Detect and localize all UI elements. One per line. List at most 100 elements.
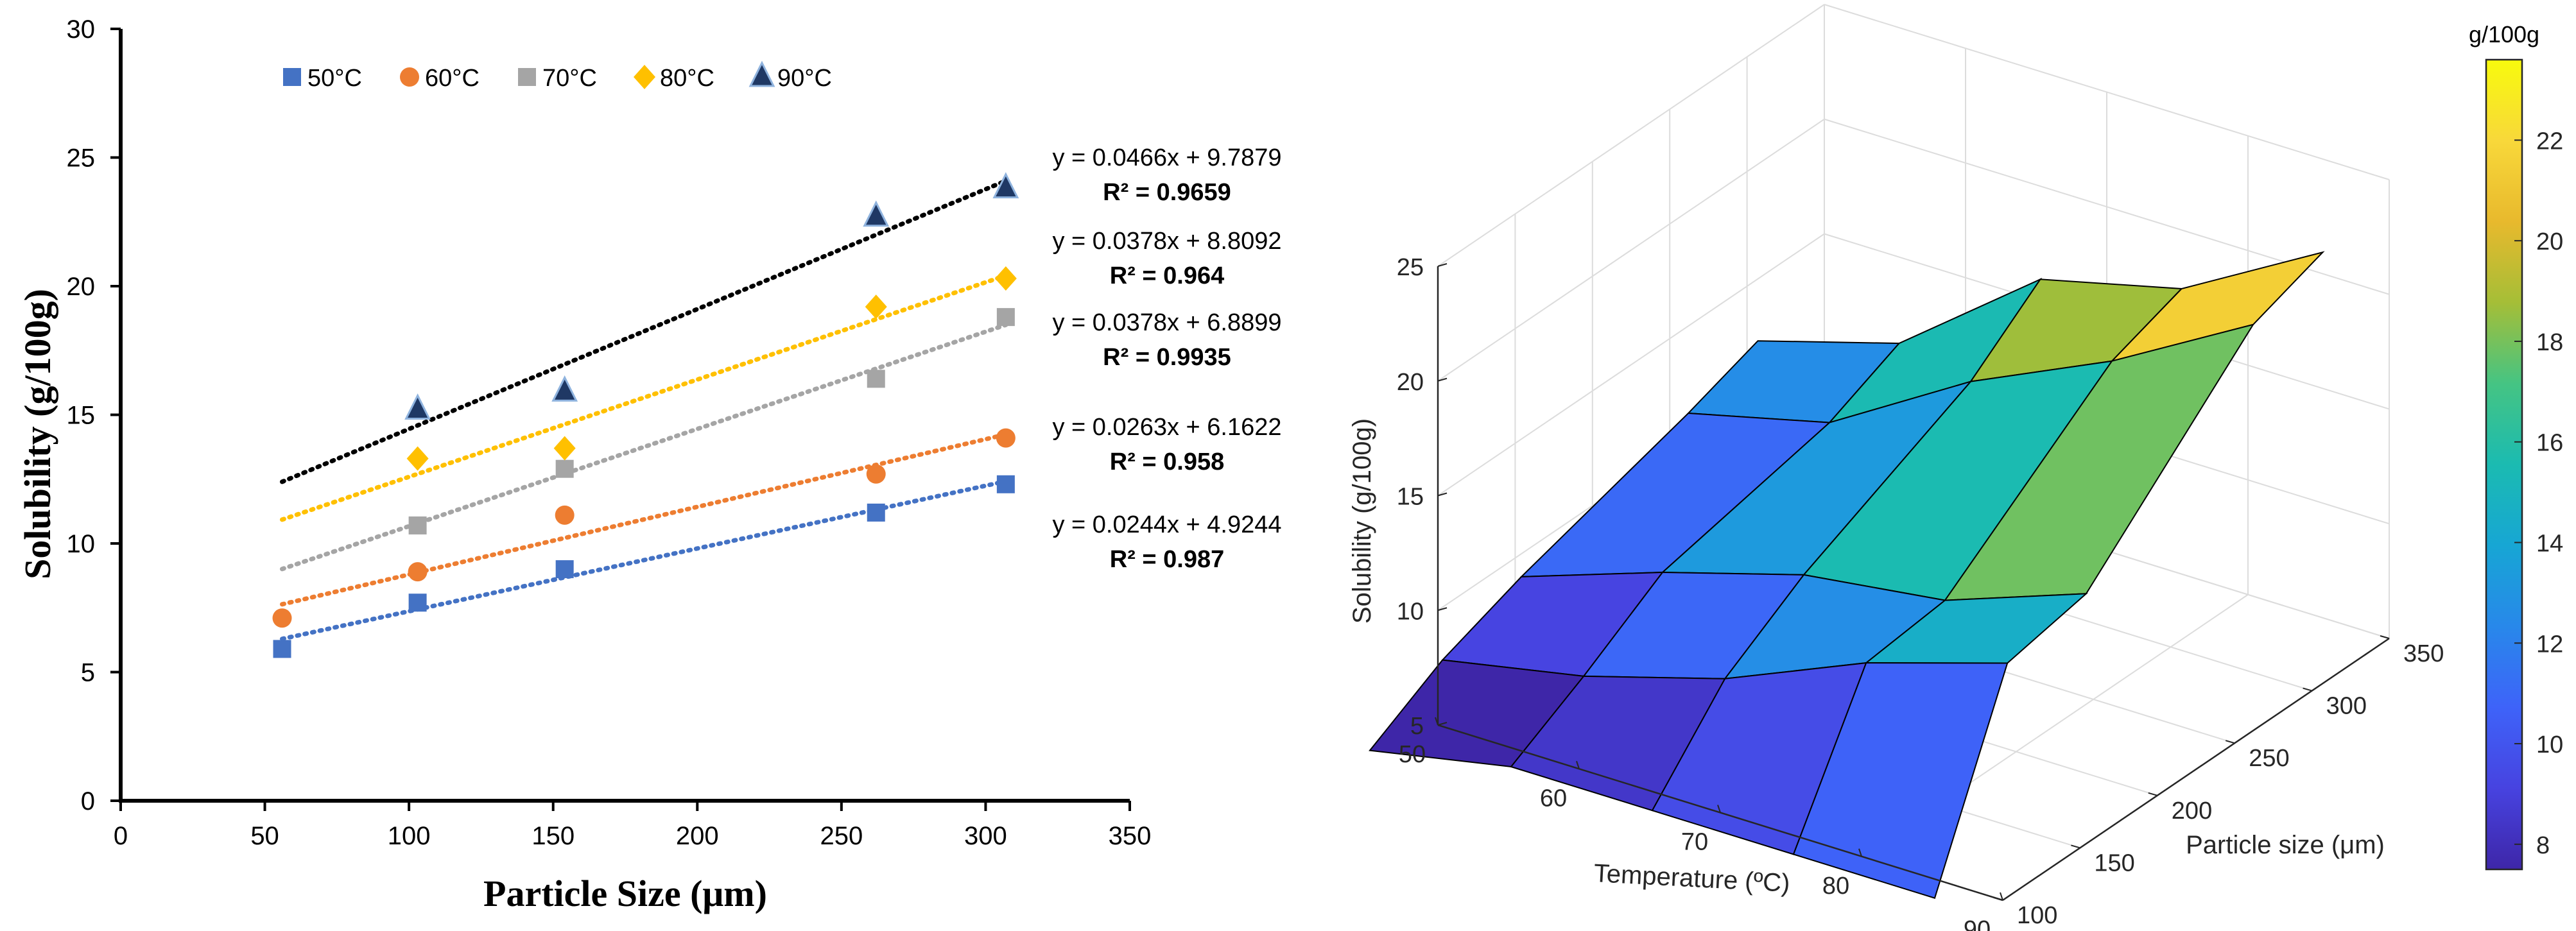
data-point (408, 516, 427, 534)
series-80C: y = 0.0378x + 8.8092 R² = 0.964 (280, 228, 1282, 522)
colorbar-tick-label: 20 (2536, 228, 2563, 255)
legend-label: 80°C (660, 65, 714, 92)
x-axis-title: Particle Size (μm) (483, 873, 767, 914)
data-point (992, 172, 1019, 199)
trendline (280, 178, 1008, 484)
x-tick-label: 250 (820, 822, 863, 850)
colorbar-tick-label: 10 (2536, 731, 2563, 758)
solubility-tick-mark (1437, 607, 1448, 611)
temperature-axis-title: Temperature (ºC) (1593, 859, 1791, 898)
y-tick-label: 0 (81, 787, 95, 816)
legend: 50°C 60°C 70°C 80°C 90°C (283, 60, 832, 92)
colorbar-tick-label: 16 (2536, 430, 2563, 457)
wall-gridline (1437, 233, 1825, 497)
trendline-equation: y = 0.0466x + 9.7879 (1052, 144, 1281, 171)
y-tick-label: 25 (67, 144, 96, 173)
particle-size-tick-mark (1993, 897, 2003, 901)
trendline-equation: y = 0.0244x + 4.9244 (1052, 511, 1281, 538)
wall-gridline (1824, 4, 2390, 180)
data-point (406, 446, 429, 471)
solubility-tick-mark (1437, 492, 1448, 497)
y-tick-label: 20 (67, 273, 96, 301)
axes: 50 60 70 80 90 100 150 200 250 300 350 5 10 15 20 25 Tem… (1348, 254, 2444, 931)
particle-size-tick-label: 250 (2249, 745, 2289, 772)
temperature-tick-label: 90 (1964, 916, 1991, 931)
trendline (280, 273, 1008, 522)
x-tick-label: 300 (964, 822, 1007, 850)
x-tick-label: 0 (114, 822, 128, 850)
r-squared-label: R² = 0.958 (1110, 448, 1225, 475)
data-point (408, 562, 428, 582)
temperature-tick-mark (1717, 805, 1721, 813)
legend-marker (634, 65, 655, 89)
trendline (280, 479, 1008, 642)
data-point (555, 459, 574, 478)
solubility-tick-label: 15 (1397, 484, 1424, 511)
legend-label: 70°C (542, 65, 597, 92)
particle-size-axis-line (2002, 637, 2390, 901)
temperature-tick-label: 50 (1399, 741, 1426, 768)
data-point (408, 594, 427, 612)
y-tick-label: 30 (67, 15, 96, 44)
x-tick-label: 350 (1109, 822, 1152, 850)
data-point (404, 393, 431, 420)
r-squared-label: R² = 0.9935 (1103, 344, 1231, 371)
series-60C: y = 0.0263x + 6.1622 R² = 0.958 (272, 414, 1282, 628)
particle-size-tick-mark (2071, 844, 2080, 849)
particle-size-tick-mark (2380, 635, 2390, 639)
particle-size-tick-label: 350 (2403, 640, 2444, 667)
wall-gridline (1437, 4, 1825, 267)
legend-marker (518, 68, 536, 86)
r-squared-label: R² = 0.964 (1110, 262, 1225, 289)
wall-gridline (1437, 118, 1825, 382)
particle-size-tick-label: 200 (2172, 798, 2212, 824)
data-point (865, 295, 887, 320)
colorbar-tick-label: 8 (2536, 832, 2550, 859)
solubility-axis-title: Solubility (g/100g) (1348, 418, 1376, 624)
y-axis-title: Solubility (g/100g) (17, 289, 58, 579)
solubility-tick-label: 20 (1397, 369, 1424, 396)
particle-size-tick-mark (2148, 792, 2158, 796)
data-point (553, 436, 576, 461)
particle-size-tick-mark (2225, 740, 2235, 744)
data-point (996, 308, 1015, 327)
data-point (863, 200, 890, 227)
trendline-equation: y = 0.0378x + 6.8899 (1052, 309, 1281, 336)
temperature-tick-label: 70 (1681, 829, 1708, 856)
temperature-tick-mark (1858, 848, 1862, 857)
particle-size-tick-label: 300 (2326, 693, 2367, 720)
x-tick-label: 100 (388, 822, 431, 850)
temperature-tick-mark (1435, 717, 1439, 726)
temperature-tick-label: 60 (1540, 785, 1567, 812)
x-tick-label: 200 (676, 822, 719, 850)
y-tick-label: 10 (67, 530, 96, 558)
solubility-tick-mark (1437, 722, 1448, 726)
solubility-tick-mark (1437, 377, 1448, 382)
data-point (555, 505, 575, 525)
solubility-tick-mark (1437, 263, 1448, 267)
solubility-tick-label: 10 (1397, 598, 1424, 625)
trendline (280, 322, 1008, 572)
data-point (273, 640, 291, 658)
colorbar-tick-label: 18 (2536, 329, 2563, 356)
data-point (994, 266, 1017, 291)
trendline-equation: y = 0.0263x + 6.1622 (1052, 414, 1281, 441)
colorbar-tick-label: 14 (2536, 530, 2563, 557)
data-point (867, 370, 885, 388)
trendline (280, 432, 1008, 607)
legend-marker (283, 68, 301, 86)
r-squared-label: R² = 0.987 (1110, 546, 1225, 573)
surface-patch (1792, 662, 2009, 899)
scatter-chart: 0 50 100 150 200 250 300 350 0 5 10 15 20 25 30 Particl… (17, 15, 1282, 914)
temperature-tick-mark (2000, 892, 2003, 901)
solubility-tick-label: 25 (1397, 254, 1424, 281)
y-tick-label: 15 (67, 402, 96, 430)
y-tick-label: 5 (81, 659, 95, 687)
surface-chart: 50 60 70 80 90 100 150 200 250 300 350 5 10 15 20 25 Tem… (1348, 4, 2563, 931)
colorbar-tick-label: 22 (2536, 128, 2563, 155)
particle-size-tick-label: 100 (2017, 902, 2057, 929)
data-point (866, 464, 886, 484)
temperature-tick-label: 80 (1822, 873, 1849, 900)
data-point (551, 375, 578, 402)
